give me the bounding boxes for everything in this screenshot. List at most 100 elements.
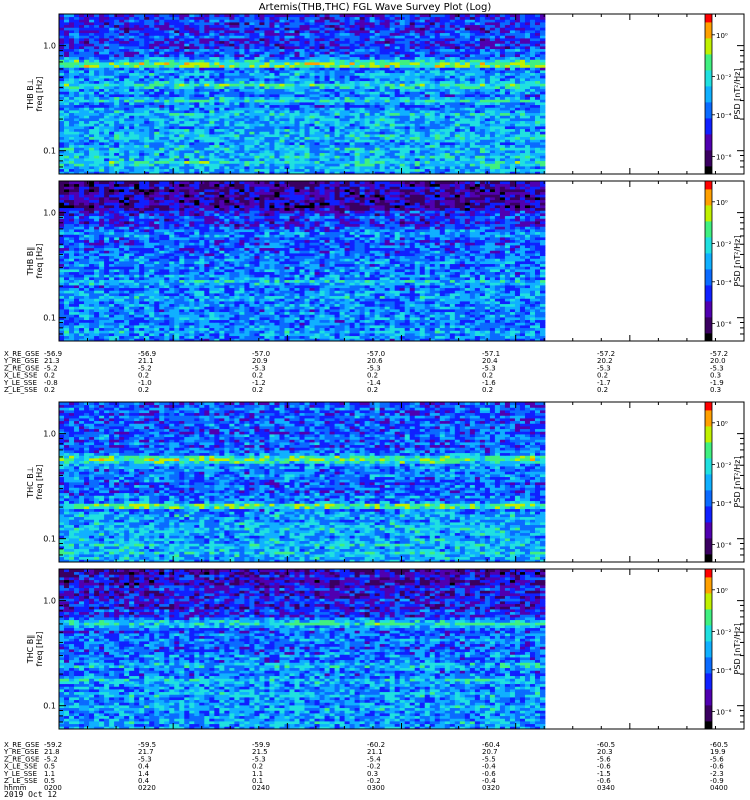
spectrogram-cell (254, 88, 260, 92)
spectrogram-cell (154, 112, 160, 116)
spectrogram-cell (254, 120, 260, 124)
spectrogram-cell (479, 75, 486, 79)
spectrogram-cell (359, 72, 366, 76)
spectrogram-cell (334, 163, 340, 167)
spectrogram-cell (84, 59, 90, 63)
spectrogram-cell (379, 160, 386, 164)
spectrogram-cell (189, 86, 195, 90)
spectrogram-cell (299, 134, 305, 138)
spectrogram-cell (484, 150, 491, 154)
spectrogram-cell (464, 171, 471, 175)
spectrogram-cell (279, 166, 285, 170)
spectrogram-cell (294, 70, 300, 74)
spectrogram-cell (249, 158, 255, 162)
spectrogram-cell (519, 115, 526, 119)
spectrogram-cell (409, 120, 416, 124)
spectrogram-cell (119, 96, 125, 100)
spectrogram-cell (244, 139, 250, 143)
spectrogram-cell (84, 168, 90, 172)
spectrogram-cell (139, 43, 145, 47)
spectrogram-cell (314, 139, 320, 143)
spectrogram-cell (84, 83, 90, 87)
spectrogram-cell (294, 126, 300, 130)
spectrogram-cell (394, 144, 401, 148)
spectrogram-cell (354, 83, 361, 87)
spectrogram-cell (409, 88, 416, 92)
spectrogram-cell (414, 43, 421, 47)
spectrogram-cell (174, 110, 180, 114)
spectrogram-cell (454, 128, 461, 132)
spectrogram-cell (204, 59, 210, 63)
spectrogram-cell (244, 56, 250, 60)
spectrogram-cell (534, 94, 541, 98)
spectrogram-cell (84, 147, 90, 151)
spectrogram-cell (269, 160, 275, 164)
spectrogram-cell (64, 72, 70, 76)
spectrogram-cell (304, 80, 310, 84)
spectrogram-cell (214, 160, 220, 164)
spectrogram-cell (304, 104, 310, 108)
spectrogram-cell (414, 99, 421, 103)
spectrogram-cell (394, 102, 401, 106)
spectrogram-cell (214, 59, 220, 63)
spectrogram-cell (534, 72, 541, 76)
spectrogram-cell (204, 62, 210, 66)
spectrogram-cell (299, 59, 305, 63)
spectrogram-cell (404, 59, 411, 63)
spectrogram-cell (139, 166, 145, 170)
spectrogram-cell (69, 123, 75, 127)
spectrogram-cell (359, 139, 366, 143)
spectrogram-cell (109, 48, 115, 52)
spectrogram-cell (484, 54, 491, 58)
spectrogram-cell (344, 94, 350, 98)
spectrogram-cell (509, 142, 516, 146)
spectrogram-cell (284, 40, 290, 44)
spectrogram-cell (369, 166, 376, 170)
spectrogram-cell (79, 43, 85, 47)
spectrogram-cell (334, 131, 340, 135)
spectrogram-cell (159, 99, 165, 103)
spectrogram-cell (99, 70, 105, 74)
spectrogram-cell (464, 110, 471, 114)
spectrogram-cell (149, 147, 155, 151)
spectrogram-cell (509, 163, 516, 167)
spectrogram-cell (129, 115, 135, 119)
spectrogram-cell (189, 54, 195, 58)
spectrogram-cell (64, 51, 70, 55)
spectrogram-cell (534, 126, 541, 130)
spectrogram-cell (244, 51, 250, 55)
spectrogram-cell (309, 56, 315, 60)
spectrogram-cell (379, 104, 386, 108)
spectrogram-cell (384, 163, 391, 167)
spectrogram-cell (59, 166, 65, 170)
spectrogram-cell (164, 83, 170, 87)
spectrogram-cell (349, 51, 356, 55)
spectrogram-cell (184, 40, 190, 44)
spectrogram-cell (274, 118, 280, 122)
spectrogram-cell (394, 94, 401, 98)
spectrogram-cell (134, 150, 140, 154)
spectrogram-cell (229, 107, 235, 111)
spectrogram-cell (459, 75, 466, 79)
spectrogram-cell (119, 142, 125, 146)
spectrogram-cell (294, 35, 300, 39)
spectrogram-cell (364, 78, 371, 82)
spectrogram-cell (379, 128, 386, 132)
spectrogram-cell (254, 99, 260, 103)
spectrogram-cell (339, 78, 345, 82)
spectrogram-cell (374, 107, 381, 111)
spectrogram-cell (374, 136, 381, 140)
spectrogram-cell (499, 46, 506, 50)
spectrogram-cell (424, 163, 431, 167)
spectrogram-cell (359, 96, 366, 100)
spectrogram-cell (379, 88, 386, 92)
spectrogram-cell (149, 118, 155, 122)
spectrogram-cell (434, 147, 441, 151)
spectrogram-cell (389, 150, 396, 154)
spectrogram-cell (504, 139, 511, 143)
spectrogram-cell (229, 46, 235, 50)
spectrogram-cell (359, 150, 366, 154)
spectrogram-cell (239, 110, 245, 114)
spectrogram-cell (104, 59, 110, 63)
